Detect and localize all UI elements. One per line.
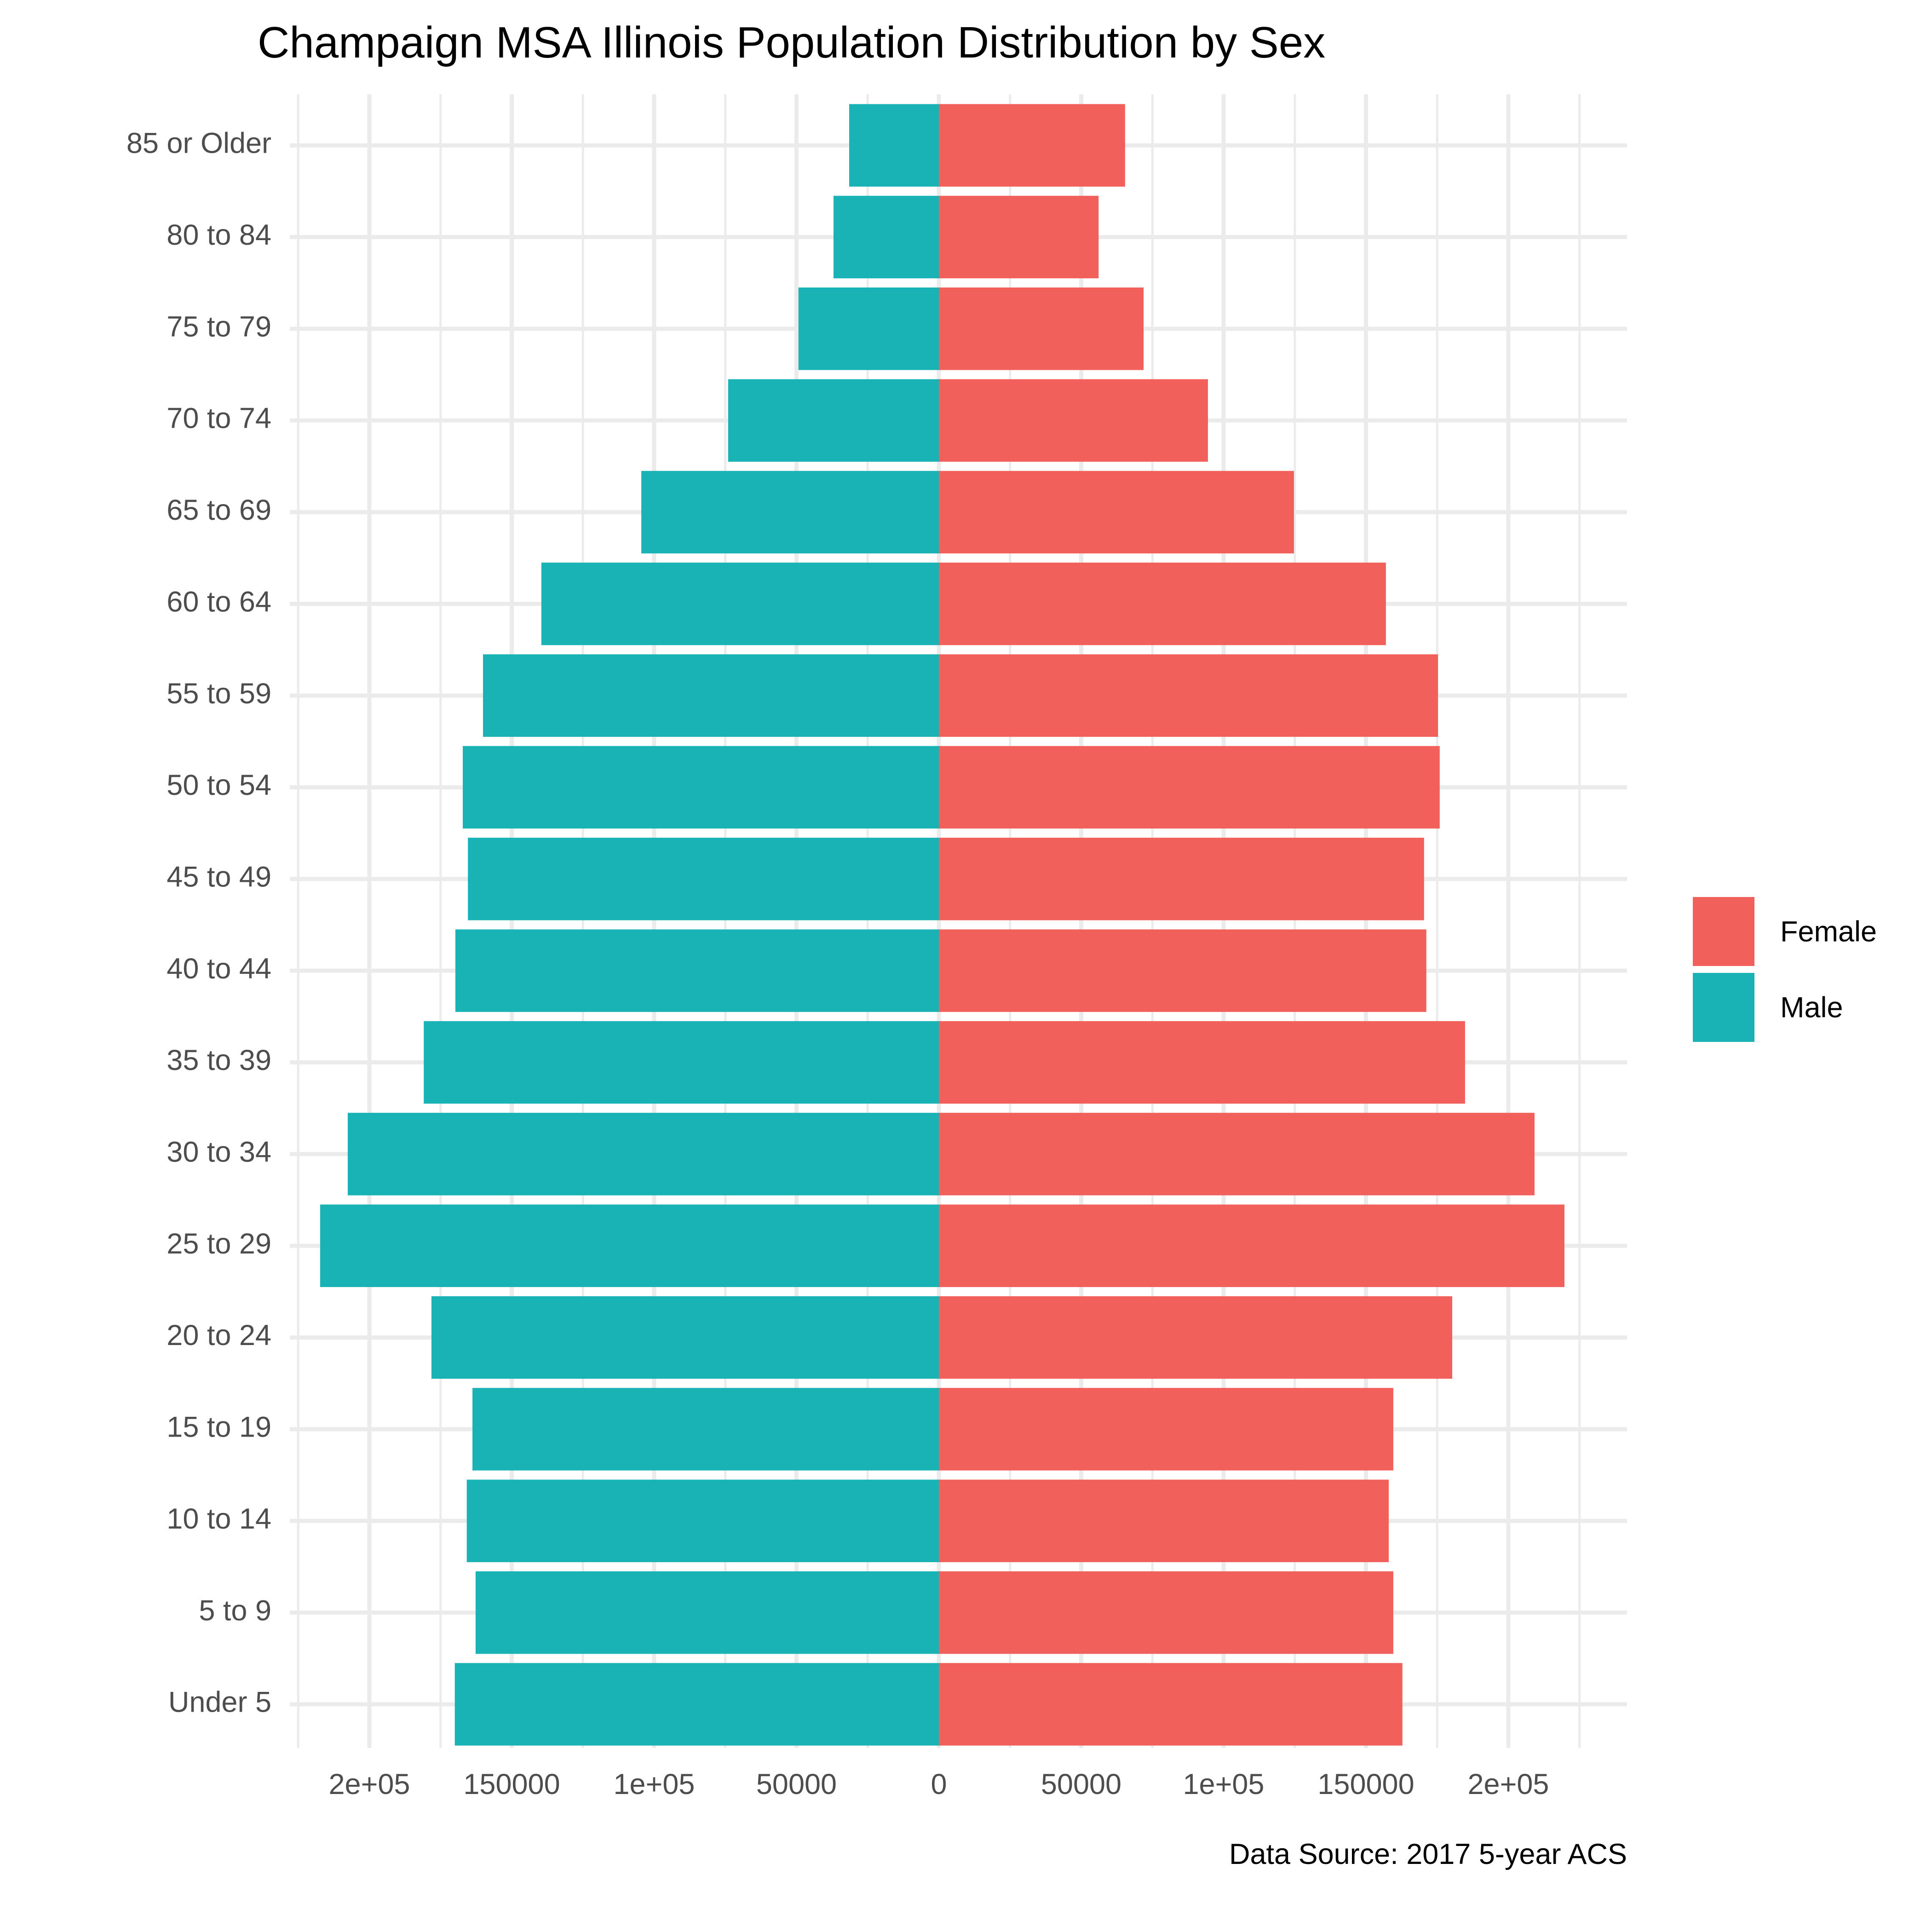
legend-key-male xyxy=(1693,973,1754,1042)
bar-female-80-to-84 xyxy=(939,196,1099,279)
legend-key-female xyxy=(1693,897,1754,966)
y-tick-label: 15 to 19 xyxy=(167,1411,271,1443)
bar-female-45-to-49 xyxy=(939,838,1424,920)
bar-female-10-to-14 xyxy=(939,1479,1389,1563)
y-tick-label: 75 to 79 xyxy=(167,310,271,343)
x-axis-tick-labels: 2e+05 150000 1e+05 50000 0 50000 1e+05 150000 2e… xyxy=(329,1768,1549,1800)
bar-female-40-to-44 xyxy=(939,929,1426,1012)
y-axis-tick-labels: Under 5 5 to 9 10 to 14 15 to 19 20 to 24 25 … xyxy=(126,127,271,1719)
bar-male-10-to-14 xyxy=(466,1479,939,1563)
bar-male-40-to-44 xyxy=(455,929,939,1012)
y-tick-label: Under 5 xyxy=(168,1686,271,1719)
minor-gridlines xyxy=(297,94,1581,1748)
x-tick-label: 50000 xyxy=(756,1768,837,1800)
y-tick-label: 55 to 59 xyxy=(167,678,271,710)
bar-female-35-to-39 xyxy=(939,1021,1465,1104)
y-tick-label: 45 to 49 xyxy=(167,861,271,893)
chart-title: Champaign MSA Illinois Population Distri… xyxy=(258,18,1325,67)
y-tick-label: 10 to 14 xyxy=(167,1503,271,1535)
x-tick-label: 2e+05 xyxy=(329,1768,410,1800)
x-tick-label: 150000 xyxy=(1317,1768,1414,1800)
y-tick-label: 60 to 64 xyxy=(167,586,271,618)
y-tick-label: 25 to 29 xyxy=(167,1228,271,1260)
bar-male-55-to-59 xyxy=(483,654,939,737)
bar-male-25-to-29 xyxy=(320,1204,939,1287)
y-tick-label: 50 to 54 xyxy=(167,769,271,801)
bar-male-30-to-34 xyxy=(347,1113,939,1196)
caption: Data Source: 2017 5-year ACS xyxy=(1229,1838,1627,1870)
bar-male-65-to-69 xyxy=(641,471,939,554)
y-tick-label: 20 to 24 xyxy=(167,1319,271,1351)
bar-female-85-or-older xyxy=(939,104,1125,187)
y-tick-label: 40 to 44 xyxy=(167,953,271,985)
y-tick-label: 70 to 74 xyxy=(167,402,271,435)
bar-female-25-to-29 xyxy=(939,1204,1564,1287)
bar-male-60-to-64 xyxy=(541,563,939,645)
bars xyxy=(320,104,1564,1746)
bar-female-under-5 xyxy=(939,1663,1403,1746)
y-tick-label: 5 to 9 xyxy=(199,1594,271,1627)
y-tick-label: 65 to 69 xyxy=(167,494,271,526)
x-tick-label: 1e+05 xyxy=(614,1768,695,1800)
bar-female-30-to-34 xyxy=(939,1113,1535,1196)
bar-male-45-to-49 xyxy=(468,838,939,920)
x-tick-label: 2e+05 xyxy=(1468,1768,1549,1800)
y-tick-label: 85 or Older xyxy=(126,127,271,160)
bar-female-70-to-74 xyxy=(939,379,1208,462)
bar-male-under-5 xyxy=(454,1663,939,1746)
bar-female-75-to-79 xyxy=(939,287,1144,370)
bar-female-65-to-69 xyxy=(939,471,1294,554)
bar-male-5-to-9 xyxy=(475,1571,939,1654)
bar-male-85-or-older xyxy=(849,104,939,187)
bar-male-80-to-84 xyxy=(833,196,939,279)
legend-label-female: Female xyxy=(1780,916,1877,948)
bar-male-75-to-79 xyxy=(798,287,939,370)
bar-female-50-to-54 xyxy=(939,746,1440,829)
bar-female-60-to-64 xyxy=(939,563,1386,645)
x-tick-label: 1e+05 xyxy=(1183,1768,1265,1800)
y-tick-label: 35 to 39 xyxy=(167,1044,271,1076)
x-tick-label: 150000 xyxy=(463,1768,560,1800)
legend: Female Male xyxy=(1693,897,1877,1042)
y-tick-label: 30 to 34 xyxy=(167,1136,271,1168)
bar-male-70-to-74 xyxy=(728,379,939,462)
legend-label-male: Male xyxy=(1780,992,1843,1024)
x-tick-label: 50000 xyxy=(1041,1768,1121,1800)
bar-male-20-to-24 xyxy=(431,1296,939,1379)
bar-male-35-to-39 xyxy=(424,1021,939,1104)
bar-female-20-to-24 xyxy=(939,1296,1453,1379)
x-tick-label: 0 xyxy=(931,1768,947,1800)
bar-female-15-to-19 xyxy=(939,1388,1393,1471)
y-tick-label: 80 to 84 xyxy=(167,219,271,251)
bar-female-55-to-59 xyxy=(939,654,1438,737)
bar-male-15-to-19 xyxy=(472,1388,939,1471)
bar-male-50-to-54 xyxy=(463,746,939,829)
bar-female-5-to-9 xyxy=(939,1571,1393,1654)
